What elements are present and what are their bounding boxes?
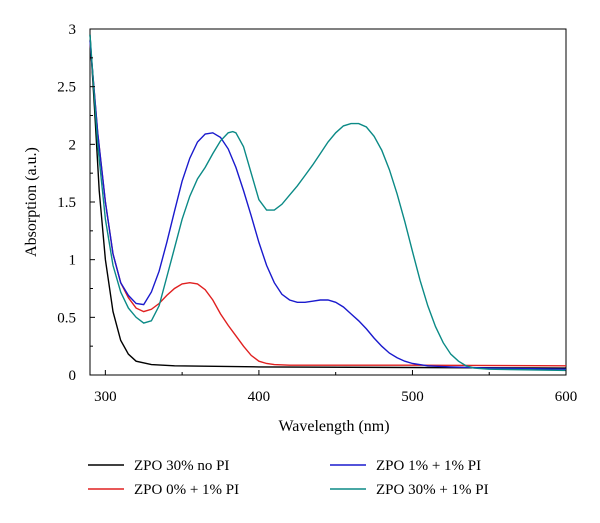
x-axis-label: Wavelength (nm) bbox=[278, 418, 389, 435]
series-line-1 bbox=[89, 34, 567, 369]
legend: ZPO 30% no PI ZPO 0% + 1% PI ZPO 1% + 1% P… bbox=[88, 458, 489, 498]
series-line-4 bbox=[89, 34, 567, 372]
y-tick-label: 0.5 bbox=[57, 310, 76, 326]
y-tick-label: 2 bbox=[69, 137, 77, 153]
series-line-2 bbox=[89, 40, 567, 367]
y-tick-label: 2.5 bbox=[57, 80, 76, 96]
legend-label: ZPO 30% + 1% PI bbox=[376, 482, 489, 498]
legend-label: ZPO 30% no PI bbox=[134, 458, 229, 474]
plot-frame bbox=[89, 28, 567, 376]
y-tick-label: 1 bbox=[69, 253, 77, 269]
x-tick-label: 500 bbox=[401, 389, 424, 405]
x-tick-label: 600 bbox=[555, 389, 578, 405]
legend-label: ZPO 1% + 1% PI bbox=[376, 458, 481, 474]
y-axis-label: Absorption (a.u.) bbox=[23, 147, 40, 257]
x-tick-label: 400 bbox=[248, 389, 271, 405]
x-tick-label: 300 bbox=[94, 389, 117, 405]
y-axis: 0 0.5 1 1.5 2 2.5 3 bbox=[57, 22, 95, 384]
y-tick-label: 1.5 bbox=[57, 195, 76, 211]
y-tick-label: 0 bbox=[69, 368, 77, 384]
legend-label: ZPO 0% + 1% PI bbox=[134, 482, 239, 498]
y-tick-label: 3 bbox=[69, 22, 77, 38]
x-axis: 300 400 500 600 bbox=[94, 370, 577, 405]
series-line-3 bbox=[89, 40, 567, 370]
plot-lines bbox=[89, 34, 567, 372]
